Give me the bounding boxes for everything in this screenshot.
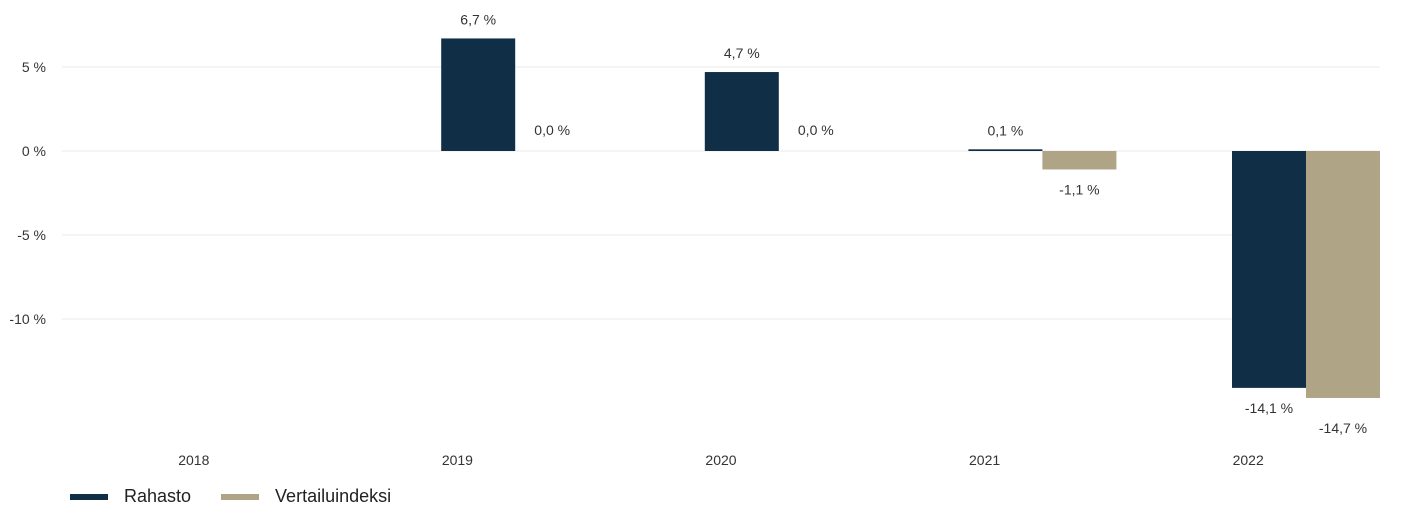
data-label: -14,1 % (1245, 400, 1293, 416)
data-label: 0,1 % (987, 122, 1023, 138)
legend-item-rahasto: Rahasto (70, 486, 191, 507)
gridlines (62, 66, 1380, 320)
legend-swatch-rahasto (70, 493, 108, 500)
y-tick-label: 0 % (22, 143, 46, 159)
x-tick-label: 2019 (442, 452, 473, 468)
legend-swatch-vertailuindeksi (221, 493, 260, 500)
bar (1232, 151, 1306, 388)
bar (704, 72, 779, 151)
y-axis-ticks: 5 % 0 % -5 % -10 % (9, 59, 46, 327)
y-tick-label: -5 % (17, 227, 46, 243)
data-label: 6,7 % (460, 11, 496, 27)
data-label: -14,7 % (1319, 420, 1367, 436)
bar (1042, 151, 1117, 170)
data-label: -1,1 % (1059, 181, 1099, 197)
bar (1306, 151, 1380, 398)
legend-item-vertailuindeksi: Vertailuindeksi (221, 486, 391, 507)
y-tick-label: -10 % (9, 311, 46, 327)
legend: Rahasto Vertailuindeksi (70, 486, 421, 507)
bar (968, 149, 1043, 151)
legend-label-vertailuindeksi: Vertailuindeksi (275, 486, 392, 506)
x-tick-label: 2021 (969, 452, 1000, 468)
x-axis-ticks: 2018 2019 2020 2021 2022 (178, 452, 1264, 468)
data-label: 0,0 % (534, 122, 570, 138)
x-tick-label: 2018 (178, 452, 209, 468)
data-label: 0,0 % (798, 122, 834, 138)
data-label: 4,7 % (724, 45, 760, 61)
chart-svg: 5 % 0 % -5 % -10 % 6,7 % 0,0 % 4,7 % 0,0 % 0,1 … (9, 11, 1380, 468)
bar (441, 38, 516, 151)
y-tick-label: 5 % (22, 59, 46, 75)
x-tick-label: 2020 (705, 452, 736, 468)
legend-label-rahasto: Rahasto (124, 486, 192, 506)
bars (441, 38, 1380, 398)
x-tick-label: 2022 (1233, 452, 1264, 468)
data-labels: 6,7 % 0,0 % 4,7 % 0,0 % 0,1 % -1,1 % -14,1 % -1… (460, 11, 1367, 436)
